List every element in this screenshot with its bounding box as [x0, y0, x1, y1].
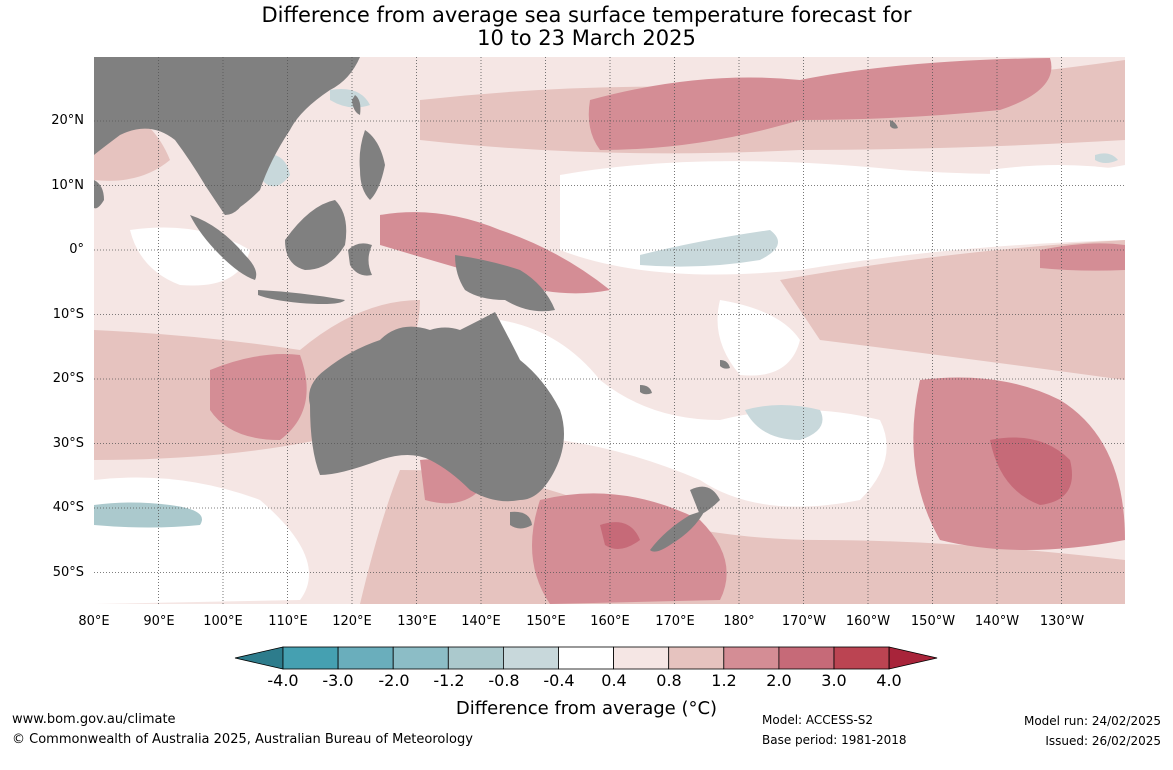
- new-guinea-landmass: [455, 255, 555, 312]
- neutral-region: [717, 300, 800, 376]
- sri-lanka-landmass: [94, 180, 104, 209]
- colorbar-segment: [833, 646, 890, 670]
- pacific-island: [640, 385, 652, 395]
- lon-label-130w: 130°W: [1039, 614, 1085, 629]
- lon-label-90e: 90°E: [143, 614, 175, 629]
- colorbar-segment: [447, 646, 504, 670]
- website-link[interactable]: www.bom.gov.au/climate: [12, 712, 176, 727]
- colorbar-segment: [778, 646, 835, 670]
- colorbar-tick: -1.2: [433, 671, 465, 690]
- sst-anomaly-map: [94, 57, 1125, 604]
- neutral-region: [500, 320, 887, 507]
- sulawesi-landmass: [348, 243, 372, 276]
- pacific-island: [720, 360, 730, 369]
- lon-label-170e: 170°E: [655, 614, 695, 629]
- map-title: Difference from average sea surface temp…: [0, 4, 1173, 50]
- lon-label-150e: 150°E: [526, 614, 566, 629]
- warm-region: [780, 240, 1125, 380]
- nz-south-island: [650, 510, 705, 552]
- colorbar-tick: -3.0: [322, 671, 354, 690]
- colorbar-segment: [337, 646, 394, 670]
- lon-label-110e: 110°E: [268, 614, 308, 629]
- colorbar: [234, 646, 938, 670]
- warm-region-strong: [210, 354, 307, 440]
- asia-landmass: [94, 57, 360, 215]
- philippines-landmass: [359, 130, 385, 200]
- lat-label-10n: 10°N: [51, 178, 84, 193]
- colorbar-tick: 2.0: [766, 671, 792, 690]
- copyright-text: © Commonwealth of Australia 2025, Austra…: [12, 732, 473, 747]
- gridlines: [94, 57, 1125, 604]
- model-info: Model: ACCESS-S2: [762, 713, 874, 727]
- title-line-2: 10 to 23 March 2025: [477, 26, 696, 50]
- colorbar-segment: [558, 646, 614, 670]
- java-landmass: [258, 290, 345, 304]
- warm-region-stronger: [990, 437, 1072, 505]
- colorbar-extend-high: [888, 646, 938, 670]
- colorbar-tick: -2.0: [378, 671, 410, 690]
- lon-label-150w: 150°W: [910, 614, 956, 629]
- cold-region: [1095, 153, 1118, 163]
- lat-label-20n: 20°N: [51, 113, 84, 128]
- neutral-region: [990, 165, 1125, 222]
- lon-label-140e: 140°E: [461, 614, 501, 629]
- lat-label-30s: 30°S: [52, 436, 84, 451]
- lon-label-160e: 160°E: [590, 614, 630, 629]
- lon-label-180: 180°: [723, 614, 755, 629]
- colorbar-segment: [723, 646, 780, 670]
- cold-region: [640, 230, 778, 267]
- lon-label-160w: 160°W: [845, 614, 891, 629]
- warm-region-strong: [1040, 243, 1125, 271]
- colorbar-extend-low: [234, 646, 284, 670]
- colorbar-segment: [392, 646, 449, 670]
- lat-label-40s: 40°S: [52, 500, 84, 515]
- borneo-landmass: [285, 200, 347, 270]
- colorbar-segment: [668, 646, 725, 670]
- lon-label-170w: 170°W: [781, 614, 827, 629]
- colorbar-segment: [282, 646, 339, 670]
- colorbar-tick: 0.4: [601, 671, 627, 690]
- lat-label-50s: 50°S: [52, 565, 84, 580]
- colorbar-segment: [502, 646, 559, 670]
- taiwan-landmass: [352, 95, 361, 115]
- colorbar-tick: -4.0: [267, 671, 299, 690]
- indochina-landmass: [205, 150, 250, 215]
- base-period-info: Base period: 1981-2018: [762, 733, 907, 747]
- cold-region: [330, 89, 370, 108]
- lat-label-10s: 10°S: [52, 307, 84, 322]
- colorbar-segment: [613, 646, 670, 670]
- colorbar-tick: 1.2: [711, 671, 737, 690]
- lon-label-130e: 130°E: [397, 614, 437, 629]
- pacific-island: [890, 120, 898, 129]
- lat-label-20s: 20°S: [52, 371, 84, 386]
- colorbar-tick: -0.8: [488, 671, 520, 690]
- warm-region-strong: [420, 459, 480, 504]
- tasmania-landmass: [510, 511, 532, 529]
- lat-label-0: 0°: [69, 242, 84, 257]
- lon-label-120e: 120°E: [332, 614, 372, 629]
- colorbar-tick: 3.0: [821, 671, 847, 690]
- colorbar-label: Difference from average (°C): [455, 698, 718, 719]
- lon-label-140w: 140°W: [974, 614, 1020, 629]
- warm-region-strong: [380, 212, 610, 294]
- issued-info: Issued: 26/02/2025: [1045, 734, 1161, 748]
- cold-region: [745, 405, 823, 440]
- warm-region-strong: [532, 493, 727, 604]
- land-masses: [94, 57, 898, 552]
- cold-region: [94, 502, 202, 528]
- colorbar-tick: -0.4: [543, 671, 575, 690]
- warm-region-strong: [588, 58, 1052, 150]
- lon-label-80e: 80°E: [78, 614, 110, 629]
- colorbar-tick: 4.0: [876, 671, 902, 690]
- model-run-info: Model run: 24/02/2025: [1023, 714, 1161, 728]
- australia-landmass: [309, 312, 564, 502]
- sumatra-landmass: [190, 215, 257, 280]
- lon-label-100e: 100°E: [203, 614, 243, 629]
- title-line-1: Difference from average sea surface temp…: [261, 3, 912, 27]
- colorbar-tick: 0.8: [656, 671, 682, 690]
